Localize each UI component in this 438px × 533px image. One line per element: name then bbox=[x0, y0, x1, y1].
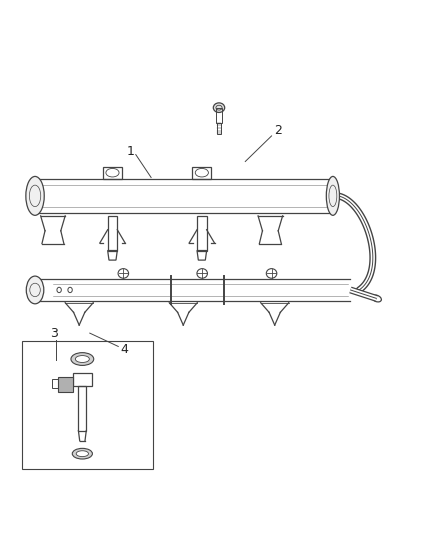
Ellipse shape bbox=[76, 451, 88, 457]
Text: 3: 3 bbox=[50, 327, 58, 340]
Ellipse shape bbox=[326, 176, 339, 215]
Bar bbox=[192, 167, 212, 179]
Ellipse shape bbox=[71, 353, 94, 366]
Ellipse shape bbox=[26, 276, 44, 304]
Bar bbox=[35, 179, 333, 213]
Ellipse shape bbox=[75, 356, 89, 362]
Bar bbox=[22, 341, 153, 469]
Ellipse shape bbox=[26, 176, 44, 215]
Bar bbox=[217, 123, 221, 134]
Bar bbox=[103, 167, 122, 179]
Text: 2: 2 bbox=[274, 124, 282, 137]
Ellipse shape bbox=[72, 448, 92, 459]
Text: 4: 4 bbox=[120, 343, 128, 356]
Bar bbox=[216, 108, 222, 123]
Bar bbox=[52, 379, 58, 388]
Bar bbox=[78, 386, 86, 431]
Bar bbox=[73, 373, 92, 386]
Text: 1: 1 bbox=[127, 146, 135, 158]
Ellipse shape bbox=[213, 103, 225, 112]
Bar bbox=[108, 216, 117, 251]
Bar bbox=[58, 377, 73, 392]
Bar bbox=[197, 216, 207, 251]
